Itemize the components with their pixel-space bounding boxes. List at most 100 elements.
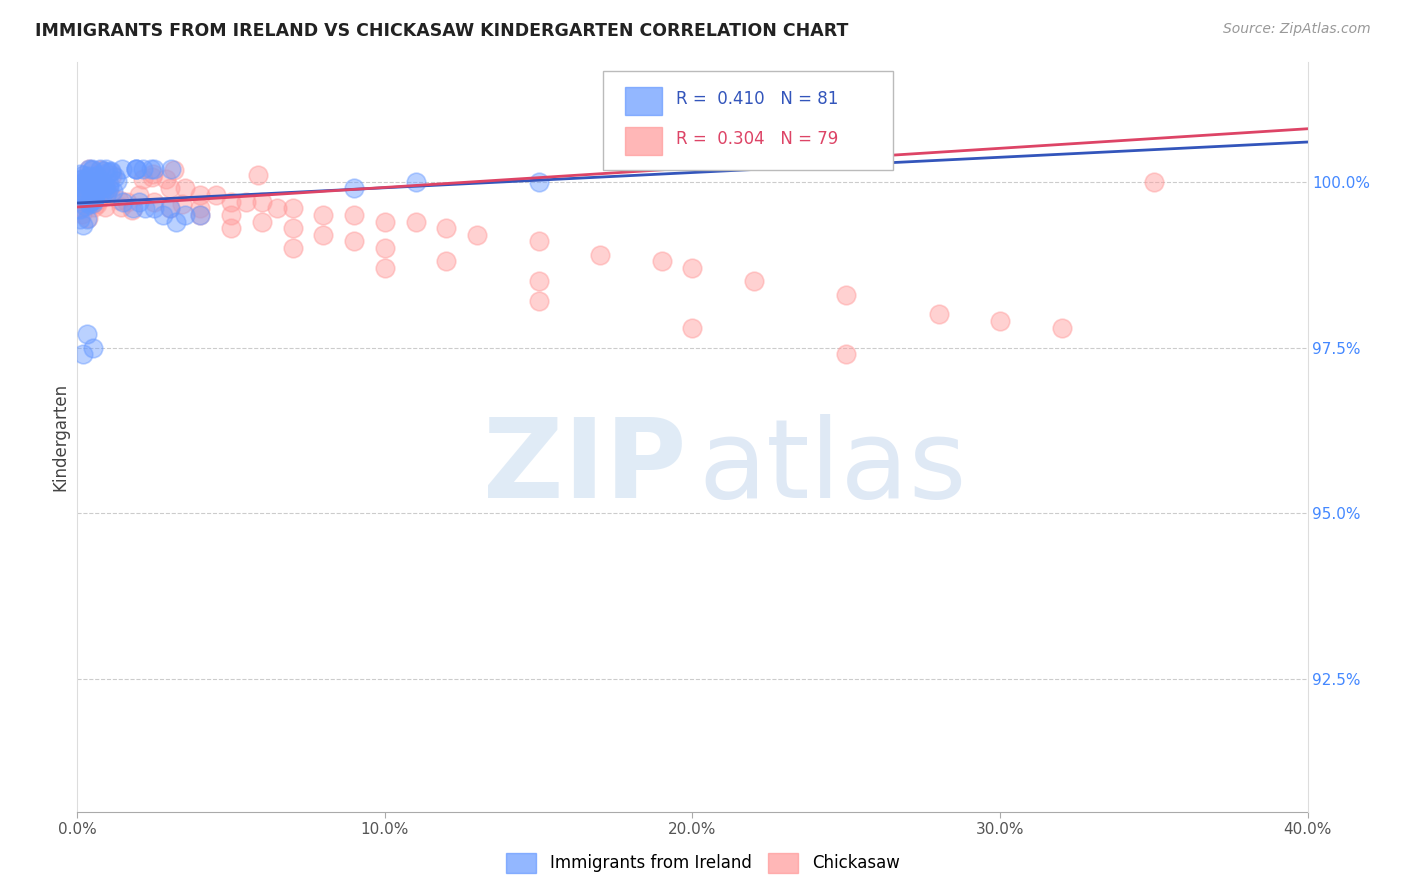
Point [69,190,91,204]
FancyBboxPatch shape [624,127,662,155]
Point [174,181,197,195]
Point [405,214,427,228]
Point [132,161,155,176]
Point [96,185,118,199]
Point [115,195,138,210]
Text: ZIP: ZIP [482,414,686,521]
Point [125,161,148,176]
Point [174,208,197,222]
Point [527,235,550,249]
Point [103,184,125,198]
Point [75,190,97,204]
Point [83,201,105,215]
Point [374,241,396,255]
Point [128,194,150,209]
Point [589,248,612,262]
Point [111,161,134,176]
Point [141,169,163,184]
Point [204,188,226,202]
Point [76,327,98,342]
Point [82,161,104,176]
Point [83,193,105,207]
Point [312,208,335,222]
Point [250,214,273,228]
Point [82,196,104,211]
Point [188,208,212,222]
Point [105,174,128,188]
Point [82,341,104,355]
Point [93,164,115,178]
Point [86,168,108,182]
Point [742,274,765,288]
Point [143,194,166,209]
Point [110,200,132,214]
Point [69,180,91,194]
Point [281,241,304,255]
Point [94,184,117,198]
Point [89,162,111,177]
Point [163,163,186,178]
Point [343,235,366,249]
Point [94,186,117,201]
Point [374,214,396,228]
Text: Source: ZipAtlas.com: Source: ZipAtlas.com [1223,22,1371,37]
Point [72,347,94,361]
Point [73,189,96,203]
Point [77,181,100,195]
Point [682,320,704,334]
Point [159,181,181,195]
Point [69,173,91,187]
Text: R =  0.304   N = 79: R = 0.304 N = 79 [676,129,839,147]
Point [112,194,135,209]
Point [69,194,91,209]
Point [101,169,124,183]
Point [79,162,101,177]
Point [73,198,96,212]
Point [69,173,91,187]
Point [79,183,101,197]
Point [70,176,93,190]
Point [89,183,111,197]
Point [69,172,91,186]
Point [83,192,105,206]
Point [72,168,94,182]
Point [77,197,100,211]
Point [94,161,117,176]
Point [80,178,103,193]
Point [77,195,100,210]
Point [835,287,858,301]
Point [69,184,91,198]
Point [219,208,242,222]
Point [143,202,166,216]
Point [87,193,110,207]
Point [72,218,94,232]
Point [219,221,242,235]
Point [651,254,673,268]
Y-axis label: Kindergarten: Kindergarten [51,383,69,491]
Point [73,199,96,213]
Point [103,169,125,184]
Point [76,212,98,227]
Point [160,161,183,176]
Text: atlas: atlas [699,414,967,521]
Point [97,181,120,195]
Point [82,183,104,197]
Point [80,174,103,188]
Point [134,202,156,216]
Point [121,202,143,217]
Point [84,184,107,198]
Point [988,314,1011,328]
Point [72,190,94,204]
Point [266,202,288,216]
Point [312,227,335,242]
Point [100,164,122,178]
Point [80,186,103,200]
Point [69,180,91,194]
Point [73,186,96,201]
Point [84,170,107,185]
Point [75,172,97,186]
Point [835,347,858,361]
Point [121,202,143,216]
Point [94,200,117,214]
Point [170,197,193,211]
